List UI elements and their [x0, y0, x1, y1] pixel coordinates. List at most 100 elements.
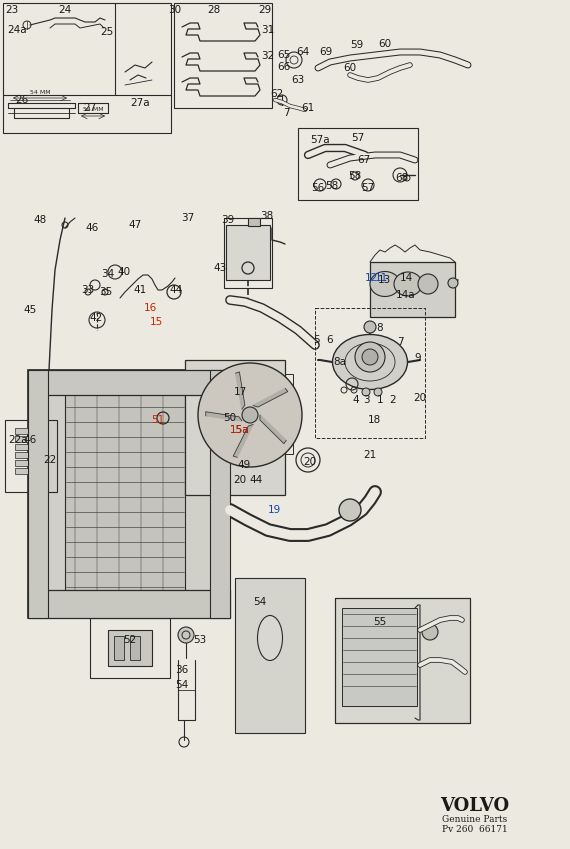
Circle shape	[242, 407, 258, 423]
Text: 62: 62	[270, 89, 284, 99]
Bar	[226, 225, 270, 280]
Polygon shape	[233, 424, 253, 458]
Ellipse shape	[258, 616, 283, 661]
Text: 44: 44	[169, 285, 182, 295]
Bar	[15, 468, 43, 474]
Text: 25: 25	[100, 27, 113, 37]
Text: VOLVO: VOLVO	[441, 797, 510, 815]
Text: 28: 28	[207, 5, 221, 15]
Bar	[335, 598, 470, 723]
Text: 46: 46	[86, 223, 99, 233]
Circle shape	[362, 388, 370, 396]
Text: 41: 41	[133, 285, 146, 295]
Text: 7: 7	[397, 337, 404, 347]
Text: 64: 64	[296, 47, 310, 57]
Bar	[114, 636, 124, 660]
Text: 17: 17	[233, 387, 247, 397]
Bar	[210, 370, 230, 618]
Text: 4: 4	[353, 395, 359, 405]
Bar	[90, 618, 170, 678]
Text: 2: 2	[390, 395, 396, 405]
Text: 45: 45	[23, 305, 36, 315]
Text: 15: 15	[149, 317, 162, 327]
Text: 44: 44	[250, 475, 263, 485]
Text: 66: 66	[278, 62, 291, 72]
Ellipse shape	[370, 272, 400, 296]
Text: 3: 3	[363, 395, 369, 405]
Text: 65: 65	[278, 50, 291, 60]
Bar	[298, 128, 418, 200]
Text: 8: 8	[377, 323, 383, 333]
Circle shape	[362, 349, 378, 365]
Circle shape	[178, 627, 194, 643]
Text: 20: 20	[234, 475, 247, 485]
Text: 20: 20	[413, 393, 426, 403]
Bar	[5, 420, 57, 492]
Text: 29: 29	[258, 5, 272, 15]
Bar	[28, 590, 230, 618]
Text: 60: 60	[344, 63, 357, 73]
Text: 37: 37	[181, 213, 194, 223]
Text: 63: 63	[291, 75, 304, 85]
Text: 13: 13	[377, 275, 390, 285]
Text: 56: 56	[311, 183, 325, 193]
Text: 48: 48	[34, 215, 47, 225]
Text: 38: 38	[260, 211, 274, 221]
Text: 54 MM: 54 MM	[83, 107, 103, 112]
Text: 32: 32	[262, 51, 275, 61]
Bar	[130, 636, 140, 660]
Text: Genuine Parts: Genuine Parts	[442, 816, 508, 824]
Text: 21: 21	[364, 450, 377, 460]
Circle shape	[198, 363, 302, 467]
Circle shape	[364, 321, 376, 333]
Text: 18: 18	[368, 415, 381, 425]
Bar	[15, 452, 43, 458]
Text: 26: 26	[15, 95, 28, 105]
Text: 61: 61	[302, 103, 315, 113]
Text: 30: 30	[169, 5, 182, 15]
Circle shape	[374, 388, 382, 396]
Text: 14a: 14a	[396, 290, 416, 300]
Text: 34: 34	[101, 269, 115, 279]
Polygon shape	[206, 412, 242, 421]
Bar	[228, 374, 293, 454]
Text: 5: 5	[313, 335, 319, 345]
Text: 24a: 24a	[7, 25, 27, 35]
Text: 55: 55	[373, 617, 386, 627]
Bar	[174, 3, 272, 108]
Polygon shape	[253, 388, 288, 407]
Ellipse shape	[394, 272, 422, 296]
Text: 53: 53	[193, 635, 206, 645]
Text: 22a: 22a	[8, 435, 28, 445]
Text: 6: 6	[327, 335, 333, 345]
Text: 54: 54	[254, 597, 267, 607]
Polygon shape	[235, 372, 245, 409]
Text: 60: 60	[378, 39, 392, 49]
Text: 54 MM: 54 MM	[30, 90, 50, 95]
Text: 52: 52	[123, 635, 137, 645]
Text: 7: 7	[283, 108, 290, 118]
Bar	[335, 598, 470, 723]
Bar	[248, 218, 260, 226]
Bar	[315, 308, 425, 438]
Bar	[15, 436, 43, 442]
Text: 27a: 27a	[130, 98, 150, 108]
Bar	[15, 460, 43, 466]
Bar	[15, 444, 43, 450]
Polygon shape	[260, 415, 286, 444]
Text: 35: 35	[99, 287, 113, 297]
Text: 57: 57	[361, 183, 374, 193]
Text: 36: 36	[176, 665, 189, 675]
Text: 57a: 57a	[310, 135, 330, 145]
Text: 58: 58	[348, 171, 361, 181]
Text: 19: 19	[267, 505, 280, 515]
Text: 39: 39	[221, 215, 235, 225]
Bar	[224, 218, 272, 288]
Text: 15a: 15a	[230, 425, 250, 435]
Bar	[108, 630, 152, 666]
Bar	[65, 385, 185, 605]
Bar	[15, 428, 43, 434]
Text: 23: 23	[5, 5, 19, 15]
Text: 14: 14	[400, 273, 413, 283]
Bar	[28, 370, 230, 395]
